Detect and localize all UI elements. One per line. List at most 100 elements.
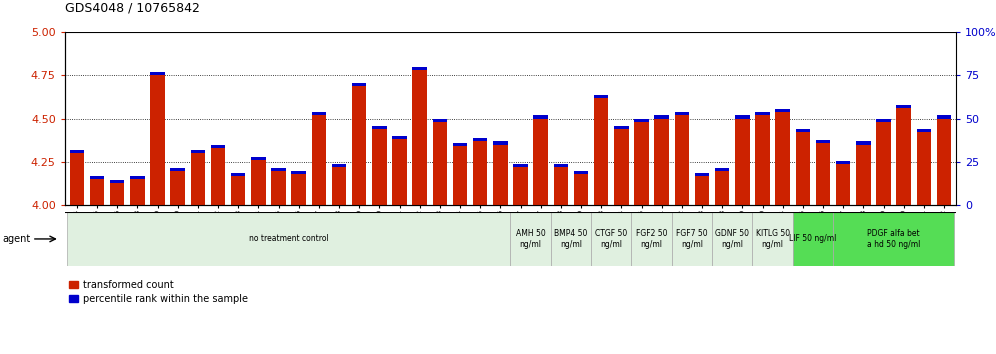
Text: agent: agent — [2, 234, 30, 244]
Bar — [937, 119, 951, 205]
Bar — [412, 67, 427, 70]
Bar — [251, 160, 266, 205]
Bar — [150, 72, 164, 75]
Bar — [876, 119, 890, 122]
Bar — [937, 115, 951, 119]
Text: no treatment control: no treatment control — [249, 234, 329, 244]
Bar — [312, 115, 326, 205]
Bar — [251, 157, 266, 160]
Text: FGF2 50
ng/ml: FGF2 50 ng/ml — [635, 229, 667, 249]
Bar — [392, 136, 406, 139]
Bar — [513, 164, 528, 167]
Bar — [654, 119, 669, 205]
Bar — [170, 167, 185, 171]
Bar — [674, 112, 689, 115]
Bar — [373, 126, 386, 129]
Bar — [332, 167, 347, 205]
Bar — [916, 132, 931, 205]
Bar — [473, 141, 487, 205]
Bar — [312, 112, 326, 115]
Bar — [231, 173, 245, 176]
Bar — [615, 126, 628, 129]
Bar — [551, 212, 591, 266]
Bar — [674, 115, 689, 205]
Bar — [432, 119, 447, 122]
Bar — [695, 176, 709, 205]
Bar — [292, 174, 306, 205]
Bar — [833, 212, 954, 266]
Bar — [896, 105, 911, 108]
Bar — [816, 140, 831, 143]
Text: FGF7 50
ng/ml: FGF7 50 ng/ml — [676, 229, 708, 249]
Text: GDNF 50
ng/ml: GDNF 50 ng/ml — [715, 229, 749, 249]
Bar — [857, 142, 871, 145]
Bar — [554, 167, 568, 205]
Bar — [67, 212, 510, 266]
Bar — [70, 153, 84, 205]
Bar — [271, 171, 286, 205]
Bar — [130, 179, 144, 205]
Bar — [534, 119, 548, 205]
Bar — [412, 70, 427, 205]
Bar — [534, 115, 548, 119]
Bar — [836, 164, 851, 205]
Bar — [916, 129, 931, 132]
Bar — [190, 150, 205, 153]
Bar — [110, 179, 124, 183]
Bar — [392, 139, 406, 205]
Text: KITLG 50
ng/ml: KITLG 50 ng/ml — [756, 229, 790, 249]
Text: CTGF 50
ng/ml: CTGF 50 ng/ml — [596, 229, 627, 249]
Bar — [493, 142, 508, 145]
Bar — [755, 115, 770, 205]
Bar — [110, 183, 124, 205]
Bar — [190, 153, 205, 205]
Bar — [453, 146, 467, 205]
Bar — [776, 112, 790, 205]
Bar — [574, 174, 589, 205]
Bar — [513, 167, 528, 205]
Bar — [231, 176, 245, 205]
Bar — [271, 167, 286, 171]
Bar — [352, 86, 367, 205]
Bar — [631, 212, 671, 266]
Text: AMH 50
ng/ml: AMH 50 ng/ml — [516, 229, 546, 249]
Bar — [591, 212, 631, 266]
Bar — [615, 129, 628, 205]
Bar — [755, 112, 770, 115]
Bar — [70, 150, 84, 153]
Bar — [473, 138, 487, 141]
Bar — [574, 171, 589, 174]
Bar — [634, 119, 648, 122]
Bar — [554, 164, 568, 167]
Bar — [735, 119, 750, 205]
Bar — [793, 212, 833, 266]
Bar — [816, 143, 831, 205]
Bar — [211, 145, 225, 148]
Bar — [735, 115, 750, 119]
Bar — [211, 148, 225, 205]
Bar — [130, 176, 144, 179]
Bar — [712, 212, 752, 266]
Bar — [634, 122, 648, 205]
Bar — [493, 144, 508, 205]
Bar — [752, 212, 793, 266]
Bar — [170, 171, 185, 205]
Text: PDGF alfa bet
a hd 50 ng/ml: PDGF alfa bet a hd 50 ng/ml — [867, 229, 920, 249]
Bar — [715, 171, 729, 205]
Bar — [352, 82, 367, 86]
Bar — [857, 144, 871, 205]
Bar — [796, 129, 810, 132]
Bar — [332, 164, 347, 167]
Bar — [150, 75, 164, 205]
Bar — [654, 115, 669, 119]
Bar — [453, 143, 467, 146]
Bar — [594, 98, 609, 205]
Bar — [776, 109, 790, 112]
Bar — [594, 95, 609, 98]
Bar — [836, 161, 851, 164]
Text: BMP4 50
ng/ml: BMP4 50 ng/ml — [554, 229, 588, 249]
Legend: transformed count, percentile rank within the sample: transformed count, percentile rank withi… — [65, 276, 252, 308]
Bar — [876, 122, 890, 205]
Bar — [292, 171, 306, 174]
Bar — [90, 176, 105, 179]
